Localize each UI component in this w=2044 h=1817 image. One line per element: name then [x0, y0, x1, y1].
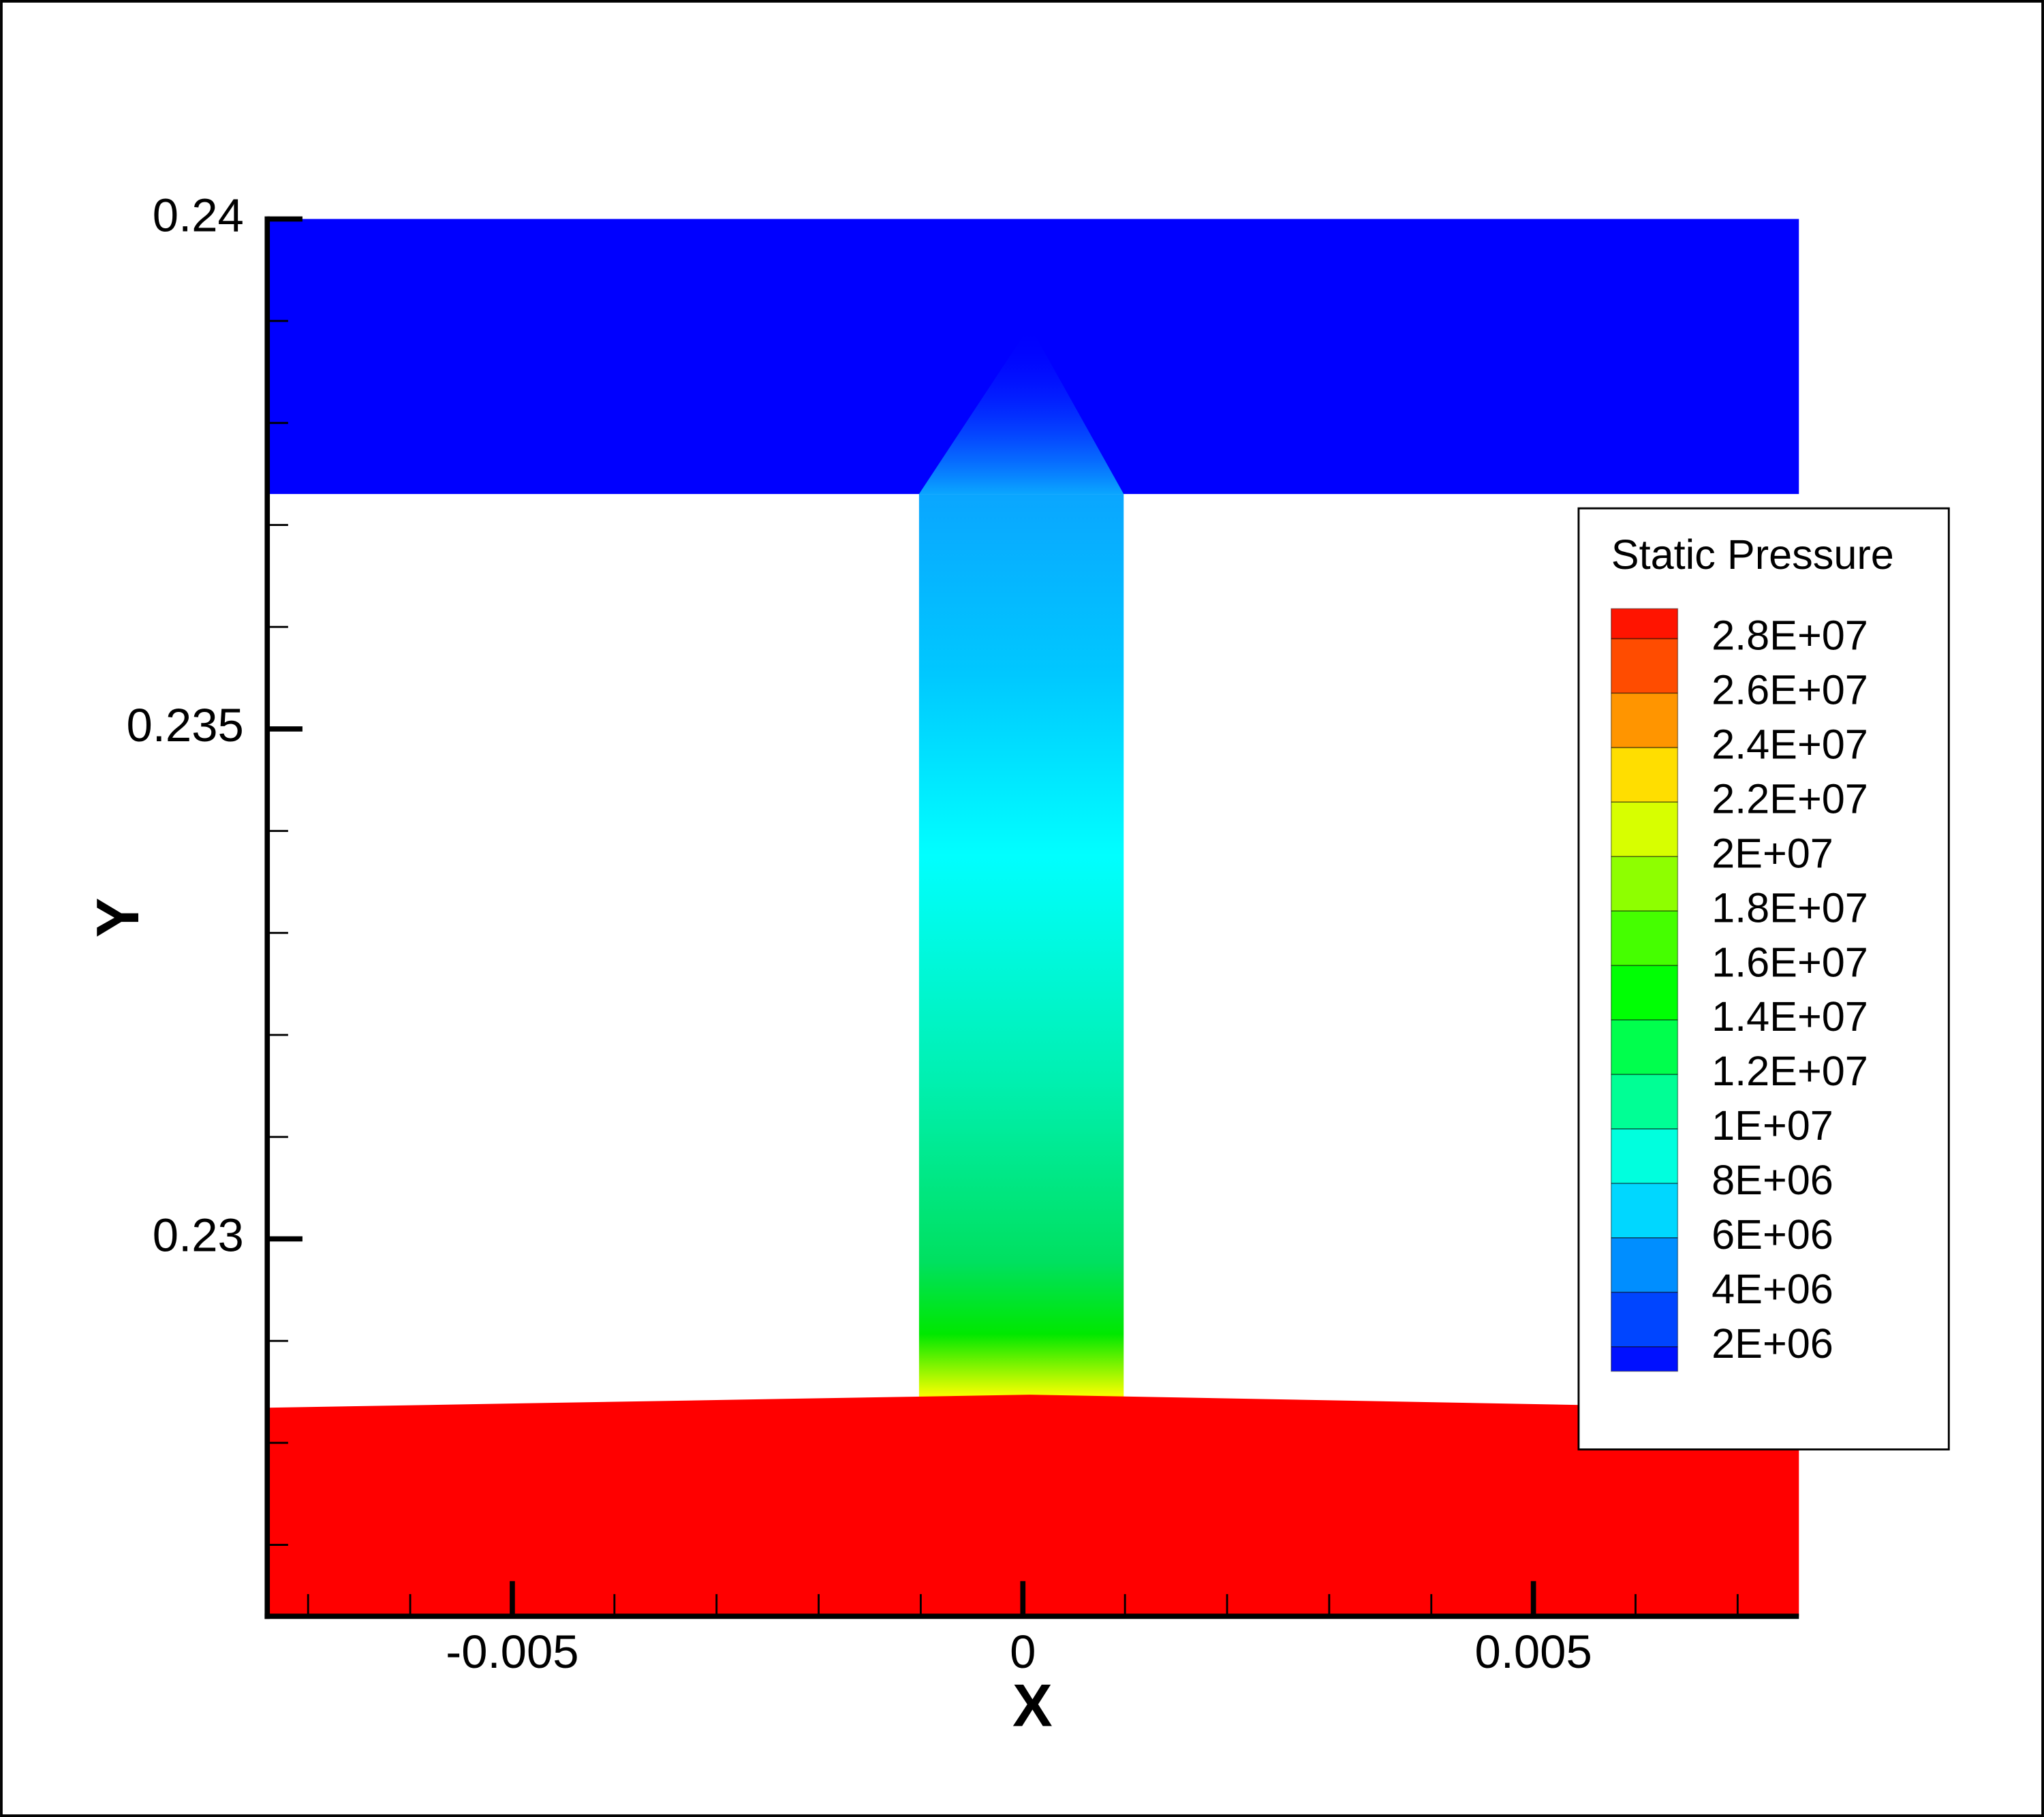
legend-label: 1.8E+07: [1712, 884, 1868, 931]
colorbar-band: [1611, 1074, 1678, 1129]
x-axis-title: X: [1012, 1671, 1053, 1739]
x-tick-label: 0: [1010, 1626, 1036, 1678]
legend-label: 6E+06: [1712, 1211, 1833, 1258]
colorbar-band: [1611, 1346, 1678, 1371]
field: [267, 219, 1799, 1617]
x-tick-label: -0.005: [446, 1626, 578, 1678]
y-tick-label: 0.235: [126, 699, 243, 751]
legend-label: 2E+07: [1712, 830, 1833, 876]
y-tick-label: 0.24: [153, 189, 244, 242]
colorbar-band: [1611, 911, 1678, 966]
colorbar-band: [1611, 1020, 1678, 1074]
colorbar-band: [1611, 747, 1678, 803]
x-tick-label: 0.005: [1474, 1626, 1592, 1678]
field-region: [267, 1395, 1799, 1617]
colorbar-band: [1611, 608, 1678, 639]
legend-label: 2.6E+07: [1712, 667, 1868, 713]
colorbar-band: [1611, 1237, 1678, 1292]
colorbar-band: [1611, 802, 1678, 857]
legend-label: 2.2E+07: [1712, 775, 1868, 822]
legend-label: 8E+06: [1712, 1157, 1833, 1203]
colorbar-band: [1611, 1128, 1678, 1183]
legend-label: 2.8E+07: [1712, 612, 1868, 659]
colorbar-band: [1611, 1183, 1678, 1238]
field-region: [918, 494, 1124, 1397]
colorbar-band: [1611, 693, 1678, 748]
y-tick-label: 0.23: [153, 1209, 244, 1262]
legend-label: 1.6E+07: [1712, 939, 1868, 985]
colorbar-band: [1611, 1292, 1678, 1347]
field-region: [918, 326, 1124, 495]
legend-label: 1E+07: [1712, 1102, 1833, 1149]
legend-title: Static Pressure: [1611, 531, 1894, 578]
colorbar-band: [1611, 856, 1678, 912]
y-axis-title: Y: [84, 898, 151, 938]
legend-label: 2E+06: [1712, 1320, 1833, 1367]
colorbar-outline: [1611, 608, 1679, 1372]
colorbar-band: [1611, 638, 1678, 694]
colorbar-band: [1611, 965, 1678, 1021]
legend-label: 4E+06: [1712, 1266, 1833, 1312]
legend-label: 2.4E+07: [1712, 721, 1868, 767]
legend-label: 1.2E+07: [1712, 1048, 1868, 1094]
legend-label: 1.4E+07: [1712, 993, 1868, 1040]
